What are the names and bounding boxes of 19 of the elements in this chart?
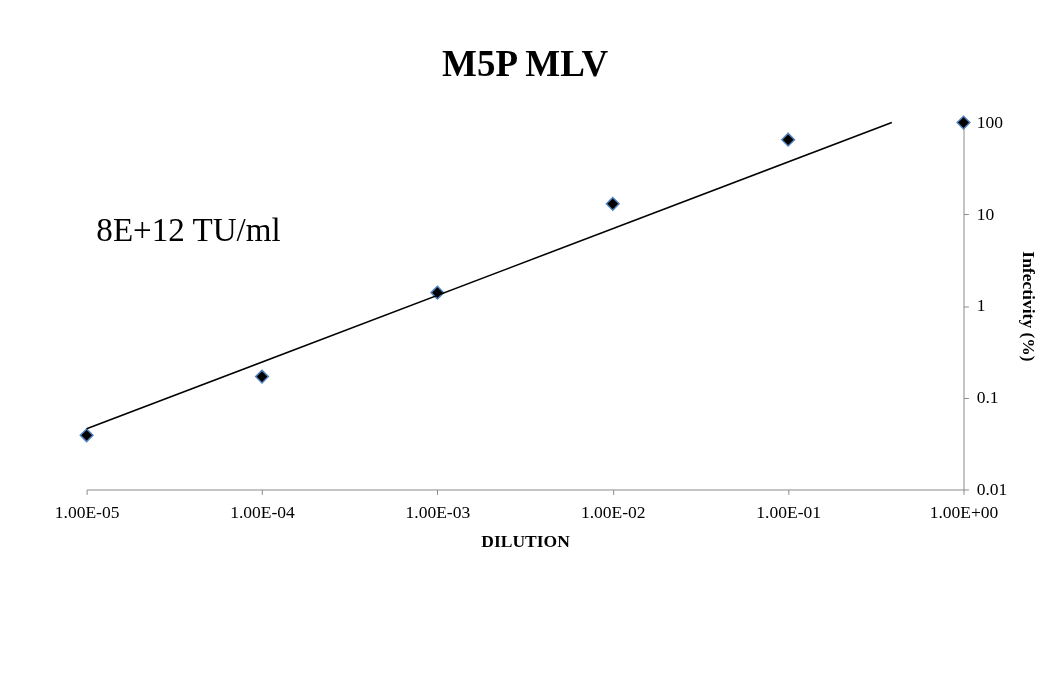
point bbox=[781, 132, 796, 147]
x-tick-label: 1.00E-05 bbox=[54, 502, 120, 523]
y-tick-label: 100 bbox=[976, 111, 1004, 132]
x-tick-label: 1.00E+00 bbox=[929, 502, 999, 523]
y-axis-title: Infectivity (%) bbox=[1018, 251, 1039, 362]
x-axis-title: DILUTION bbox=[481, 531, 571, 552]
y-tick-label: 1 bbox=[976, 295, 986, 316]
y-tick-label: 0.01 bbox=[976, 478, 1008, 499]
annotation: 8E+12 TU/ml bbox=[96, 212, 281, 249]
x-tick-label: 1.00E-04 bbox=[230, 502, 296, 523]
chart-title: M5P MLV bbox=[442, 43, 609, 85]
point bbox=[956, 115, 971, 130]
x-tick-label: 1.00E-02 bbox=[580, 502, 646, 523]
x-tick-label: 1.00E-03 bbox=[405, 502, 471, 523]
y-tick-label: 0.1 bbox=[976, 387, 999, 408]
point bbox=[605, 196, 620, 211]
point bbox=[254, 369, 270, 384]
x-tick-label: 1.00E-01 bbox=[756, 502, 821, 523]
y-tick-label: 10 bbox=[976, 203, 995, 224]
